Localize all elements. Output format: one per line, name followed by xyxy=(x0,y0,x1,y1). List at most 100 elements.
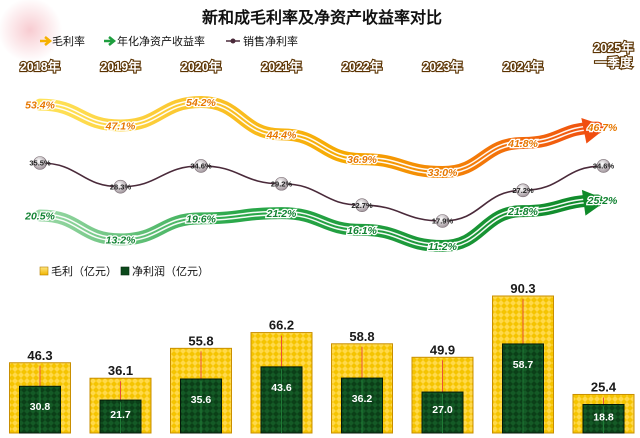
net-profit-label: 30.8 xyxy=(30,401,51,413)
bar-group: 58.8 36.2 xyxy=(331,328,393,434)
data-label: 41.8% xyxy=(507,138,538,150)
data-label: 25.2% xyxy=(587,195,618,207)
year-label-text: 一季度 xyxy=(595,55,633,70)
gross-profit-label: 90.3 xyxy=(510,281,535,296)
data-point xyxy=(596,159,611,173)
bar-series-layer: 46.3 30.8 36.1 21.7 55.8 35.6 66.2 43.6 58.8 36.2… xyxy=(9,280,635,434)
year-label-text: 2024年 xyxy=(503,59,544,74)
bar-group: 55.8 35.6 xyxy=(170,332,232,434)
data-label: 33.0% xyxy=(428,167,458,179)
data-point xyxy=(355,198,369,212)
data-point xyxy=(435,214,450,228)
series-ribbon-core xyxy=(39,199,598,248)
year-label-text: 2018年 xyxy=(20,59,61,74)
year-label-text: 2020年 xyxy=(181,59,222,74)
gross-profit-label: 46.3 xyxy=(27,348,52,363)
data-label: 21.8% xyxy=(507,206,538,218)
data-point xyxy=(274,176,289,191)
series-arrow-head xyxy=(581,117,608,144)
legend-label: 销售净利率 xyxy=(243,34,298,48)
series-arrow-head xyxy=(581,189,608,216)
data-label: 53.4% xyxy=(25,100,55,112)
gross-profit-label: 25.4 xyxy=(591,379,617,394)
bar-legend: 毛利（亿元） 净利润（亿元） xyxy=(39,264,209,278)
bar-group: 36.1 21.7 xyxy=(89,362,152,434)
year-label-text: 2023年 xyxy=(422,59,463,74)
data-label: 22.7% xyxy=(351,201,373,210)
bar-group: 46.3 30.8 xyxy=(9,347,71,434)
data-label: 36.9% xyxy=(347,154,377,166)
bar-group: 49.9 27.0 xyxy=(411,341,474,434)
line-legend: 毛利率 年化净资产收益率 销售净利率 xyxy=(40,34,298,48)
data-label: 13.2% xyxy=(106,234,136,246)
line-series: 35.5% 28.3% 34.6% 29.2% 22.7% 17.9% 27.2% 34.6% xyxy=(29,156,615,228)
data-label: 21.2% xyxy=(266,208,297,220)
line-series: 53.4% 47.1% 54.2% 44.4% 36.9% 33.0% 41.8% 46.7% xyxy=(24,96,619,181)
year-label: 2023年 xyxy=(421,58,464,75)
net-profit-label: 18.8 xyxy=(593,411,614,423)
data-label: 35.5% xyxy=(29,159,51,168)
data-label: 16.1% xyxy=(347,225,377,237)
bar-group: 25.4 18.8 xyxy=(572,378,635,434)
green-swatch-icon xyxy=(120,266,130,276)
net-profit-label: 36.2 xyxy=(352,393,373,405)
net-profit-label: 58.7 xyxy=(513,359,534,371)
green-arrow-icon xyxy=(104,36,117,46)
data-point xyxy=(113,179,128,194)
series-line xyxy=(39,162,604,222)
data-label: 28.3% xyxy=(110,182,132,191)
legend-label: 毛利（亿元） xyxy=(51,265,117,278)
year-label: 2020年 xyxy=(180,58,223,75)
year-label-text: 2022年 xyxy=(342,59,383,74)
net-profit-label: 35.6 xyxy=(191,394,212,406)
data-label: 54.2% xyxy=(186,97,216,109)
net-profit-label: 21.7 xyxy=(110,409,131,421)
gross-profit-label: 55.8 xyxy=(188,333,213,348)
data-label: 11.2% xyxy=(428,241,458,253)
line-series-layer: 53.4% 47.1% 54.2% 44.4% 36.9% 33.0% 41.8% 46.7%… xyxy=(23,96,619,255)
year-label-text: 2025年 xyxy=(593,40,634,55)
legend-item-roe: 年化净资产收益率 xyxy=(104,34,205,48)
legend-label: 毛利率 xyxy=(52,34,85,48)
data-label: 34.6% xyxy=(190,162,212,171)
year-label: 2021年 xyxy=(260,58,303,75)
bar-group: 66.2 43.6 xyxy=(250,317,313,434)
data-label: 29.2% xyxy=(271,179,293,188)
net-profit-label: 43.6 xyxy=(271,382,292,394)
year-label: 2019年 xyxy=(99,58,142,75)
data-label: 19.6% xyxy=(186,213,216,225)
series-ribbon-core xyxy=(39,100,598,174)
year-label: 2024年 xyxy=(502,58,545,75)
data-point xyxy=(516,183,530,198)
year-header: 2018年 2019年 2020年 2021年 2022年 2023年 2024年 2025年… xyxy=(19,39,636,75)
data-label: 46.7% xyxy=(587,122,618,134)
gold-swatch-icon xyxy=(39,266,49,276)
data-label: 34.6% xyxy=(593,162,615,171)
data-point xyxy=(194,159,208,173)
chart-title: 新和成毛利率及净资产收益率对比 xyxy=(202,8,442,27)
line-series: 20.5% 13.2% 19.6% 21.2% 16.1% 11.2% 21.8% 25.2% xyxy=(23,189,619,254)
orange-arrow-icon xyxy=(40,36,53,46)
dot-icon xyxy=(230,38,236,44)
year-label: 2022年 xyxy=(341,58,384,75)
net-profit-label: 27.0 xyxy=(432,404,453,416)
legend-item-net-margin: 销售净利率 xyxy=(226,34,298,48)
year-label: 2018年 xyxy=(19,58,62,75)
gross-profit-label: 66.2 xyxy=(269,318,294,333)
legend-label: 年化净资产收益率 xyxy=(117,34,205,48)
year-label-text: 2019年 xyxy=(100,59,141,74)
legend-item-gross-margin: 毛利率 xyxy=(40,34,85,48)
data-label: 44.4% xyxy=(266,129,297,141)
data-point xyxy=(33,156,47,170)
data-label: 20.5% xyxy=(24,210,55,222)
gross-profit-label: 36.1 xyxy=(108,363,133,378)
data-label: 17.9% xyxy=(432,217,454,226)
year-label-text: 2021年 xyxy=(261,59,302,74)
bar-group: 90.3 58.7 xyxy=(492,280,554,434)
corner-glow xyxy=(0,0,62,62)
data-label: 47.1% xyxy=(105,120,136,132)
gross-profit-label: 58.8 xyxy=(349,329,374,344)
data-label: 27.2% xyxy=(512,186,534,195)
